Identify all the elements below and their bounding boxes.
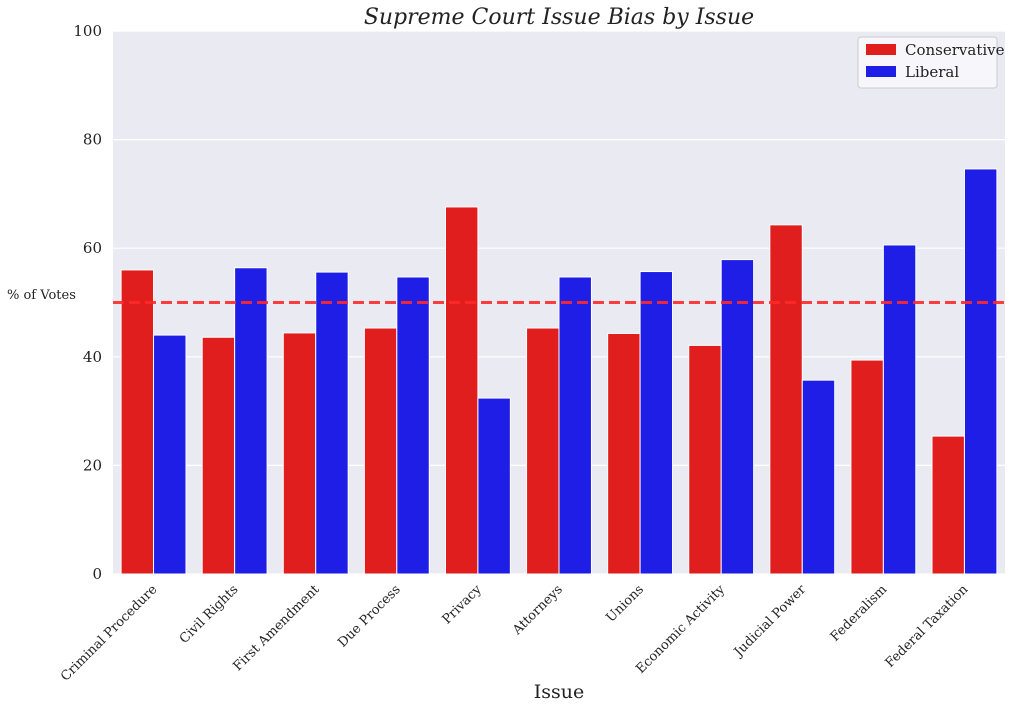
bar-conservative-3 (363, 327, 398, 575)
bar-liberal-0 (153, 334, 187, 575)
bar-conservative-9 (850, 359, 884, 575)
bar-conservative-7 (688, 344, 722, 575)
y-tick-label: 100 (73, 22, 102, 40)
bar-liberal-5 (558, 276, 592, 575)
legend: Conservative Liberal (857, 36, 1005, 89)
bar-conservative-2 (282, 332, 317, 575)
bar-conservative-8 (769, 224, 803, 575)
y-tick-label: 0 (92, 565, 102, 583)
legend-label-conservative: Conservative (905, 41, 1005, 59)
bar-conservative-10 (931, 435, 965, 575)
x-tick-label: Due Process (335, 582, 403, 650)
x-axis-title: Issue (534, 681, 585, 703)
x-tick-label: Attorneys (509, 582, 565, 638)
bar-liberal-8 (801, 379, 836, 575)
bar-conservative-1 (201, 336, 236, 575)
x-tick-label: Federal Taxation (883, 582, 972, 671)
bar-conservative-0 (120, 269, 155, 575)
x-tick-label: Judicial Power (730, 582, 809, 661)
y-tick-label: 60 (83, 239, 102, 257)
x-tick-label: Economic Activity (633, 582, 728, 677)
bar-liberal-9 (882, 244, 917, 575)
bars (120, 168, 998, 575)
bar-conservative-5 (526, 327, 560, 575)
bar-liberal-4 (477, 397, 511, 575)
legend-label-liberal: Liberal (905, 63, 959, 81)
x-tick-label: Civil Rights (177, 582, 242, 647)
bar-liberal-7 (720, 259, 755, 575)
x-tick-label: First Amendment (231, 582, 324, 675)
bar-liberal-1 (234, 267, 268, 575)
bar-liberal-2 (315, 271, 349, 575)
y-tick-label: 80 (83, 131, 102, 149)
y-tick-label: 40 (83, 348, 102, 366)
legend-swatch-conservative (866, 44, 896, 55)
bar-conservative-4 (444, 206, 479, 575)
legend-swatch-liberal (866, 66, 896, 77)
bar-liberal-6 (639, 271, 674, 575)
bar-conservative-6 (607, 332, 641, 575)
x-tick-label: Criminal Procedure (58, 582, 160, 684)
y-axis-ticks: 0 20 40 60 80 100 (73, 22, 102, 583)
x-tick-label: Privacy (440, 582, 486, 628)
chart-title: Supreme Court Issue Bias by Issue (364, 5, 754, 30)
bar-liberal-10 (963, 168, 998, 575)
bar-liberal-3 (396, 276, 430, 575)
x-tick-label: Federalism (828, 582, 890, 644)
y-axis-title: % of Votes (7, 288, 76, 303)
x-tick-label: Unions (604, 582, 647, 625)
y-tick-label: 20 (83, 456, 102, 474)
